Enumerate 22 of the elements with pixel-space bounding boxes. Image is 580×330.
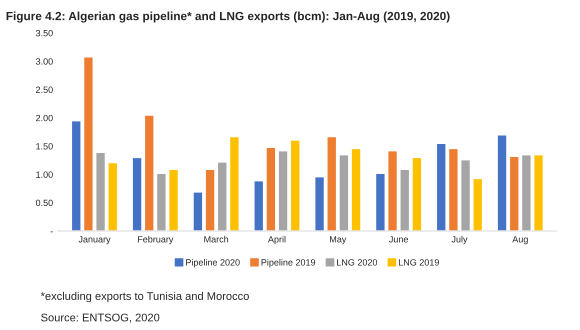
legend-label: Pipeline 2019	[262, 258, 316, 268]
legend-label: LNG 2019	[398, 259, 439, 266]
x-tick-label: April	[268, 236, 286, 244]
x-tick-label: May	[330, 236, 346, 244]
legend-label: Pipeline 2020	[186, 258, 240, 268]
y-tick-label: 1.00	[36, 171, 53, 178]
y-tick-label: 3.50	[36, 30, 53, 36]
y-tick-label: 0.50	[36, 200, 53, 206]
y-tick-label: 2.50	[36, 86, 53, 93]
chart-title: Figure 4.2: Algerian gas pipeline* and LNG exports (bcm): Jan-Aug (2019, 2020)	[6, 12, 450, 23]
y-tick-label: 2.00	[36, 114, 53, 122]
x-tick-label: March	[204, 236, 228, 242]
x-tick-label: June	[389, 236, 408, 242]
source-note: Source: ENTSOG, 2020	[41, 314, 160, 323]
x-tick-label: July	[452, 236, 468, 244]
text: *excluding exports to Tunisia and Morocco	[40, 292, 249, 302]
y-tick-label: 3.00	[36, 58, 53, 65]
x-tick-label: January	[78, 236, 111, 244]
legend-label: LNG 2020	[337, 259, 378, 266]
y-tick-label: 1.50	[36, 143, 53, 150]
x-tick-label: February	[138, 236, 174, 244]
x-tick-label: Aug	[512, 236, 528, 244]
